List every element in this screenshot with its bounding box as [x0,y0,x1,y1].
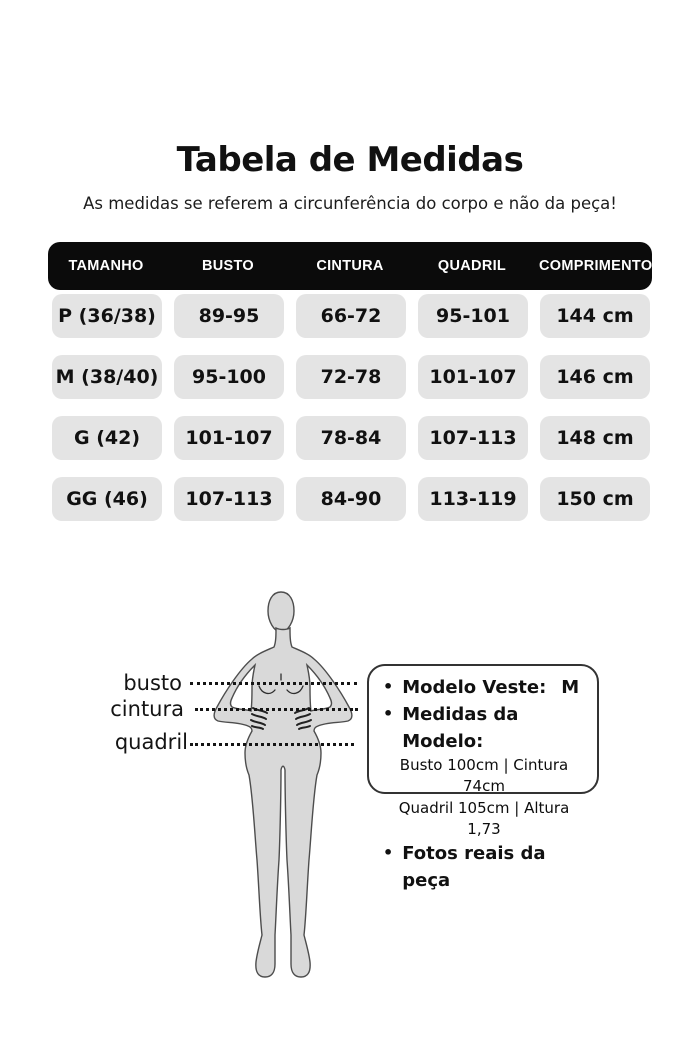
table-cell: 95-100 [174,355,284,399]
table-cell: 101-107 [174,416,284,460]
size-row-label: GG (46) [52,477,162,521]
table-cell: 66-72 [296,294,406,338]
model-wears-value: M [561,677,580,698]
cintura-leader-line [195,708,358,711]
model-measures-detail-1: Busto 100cm | Cintura 74cm [399,756,569,796]
model-measures-line: • Medidas da Modelo: [383,701,585,755]
female-body-silhouette [213,591,353,978]
page-title: Tabela de Medidas [176,140,524,180]
size-row-label: G (42) [52,416,162,460]
table-cell: 113-119 [418,477,528,521]
column-header-quadril: QUADRIL [437,258,507,274]
bullet-icon: • [383,843,394,863]
model-wears-line: • Modelo Veste: M [383,674,585,701]
figure-body [213,626,353,978]
size-row-label: M (38/40) [52,355,162,399]
table-cell: 101-107 [418,355,528,399]
table-cell: 150 cm [540,477,650,521]
column-header-busto: BUSTO [202,258,254,274]
size-table-body: P (36/38) 89-95 66-72 95-101 144 cm M (3… [52,294,650,521]
real-photos-label: Fotos reais da peça [402,843,546,892]
table-cell: 107-113 [174,477,284,521]
bullet-icon: • [383,677,394,696]
column-header-cintura: CINTURA [316,258,384,274]
table-cell: 95-101 [418,294,528,338]
measure-label-quadril: quadril [114,730,188,754]
column-header-comprimento: COMPRIMENTO [539,258,653,274]
busto-leader-line [190,682,357,685]
size-row-label: P (36/38) [52,294,162,338]
quadril-leader-line [190,743,354,746]
model-measures-detail-2: Quadril 105cm | Altura 1,73 [398,798,570,838]
size-table-header: TAMANHO BUSTO CINTURA QUADRIL COMPRIMENT… [48,242,652,290]
column-header-tamanho: TAMANHO [68,258,144,274]
figure-head [267,591,295,633]
table-cell: 84-90 [296,477,406,521]
table-cell: 72-78 [296,355,406,399]
measure-label-cintura: cintura [110,697,184,721]
real-photos-line: • Fotos reais da peça [383,840,585,894]
table-cell: 107-113 [418,416,528,460]
model-info-box: • Modelo Veste: M • Medidas da Modelo: B… [367,664,599,891]
table-cell: 144 cm [540,294,650,338]
table-cell: 146 cm [540,355,650,399]
measure-label-busto: busto [123,671,182,695]
table-cell: 78-84 [296,416,406,460]
table-cell: 148 cm [540,416,650,460]
figure-bust-lines [258,673,304,695]
table-cell: 89-95 [174,294,284,338]
model-measures-label: Medidas da Modelo: [402,704,519,752]
page-subtitle: As medidas se referem a circunferência d… [83,194,617,213]
model-wears-label: Modelo Veste: [402,677,547,698]
bullet-icon: • [383,704,394,723]
